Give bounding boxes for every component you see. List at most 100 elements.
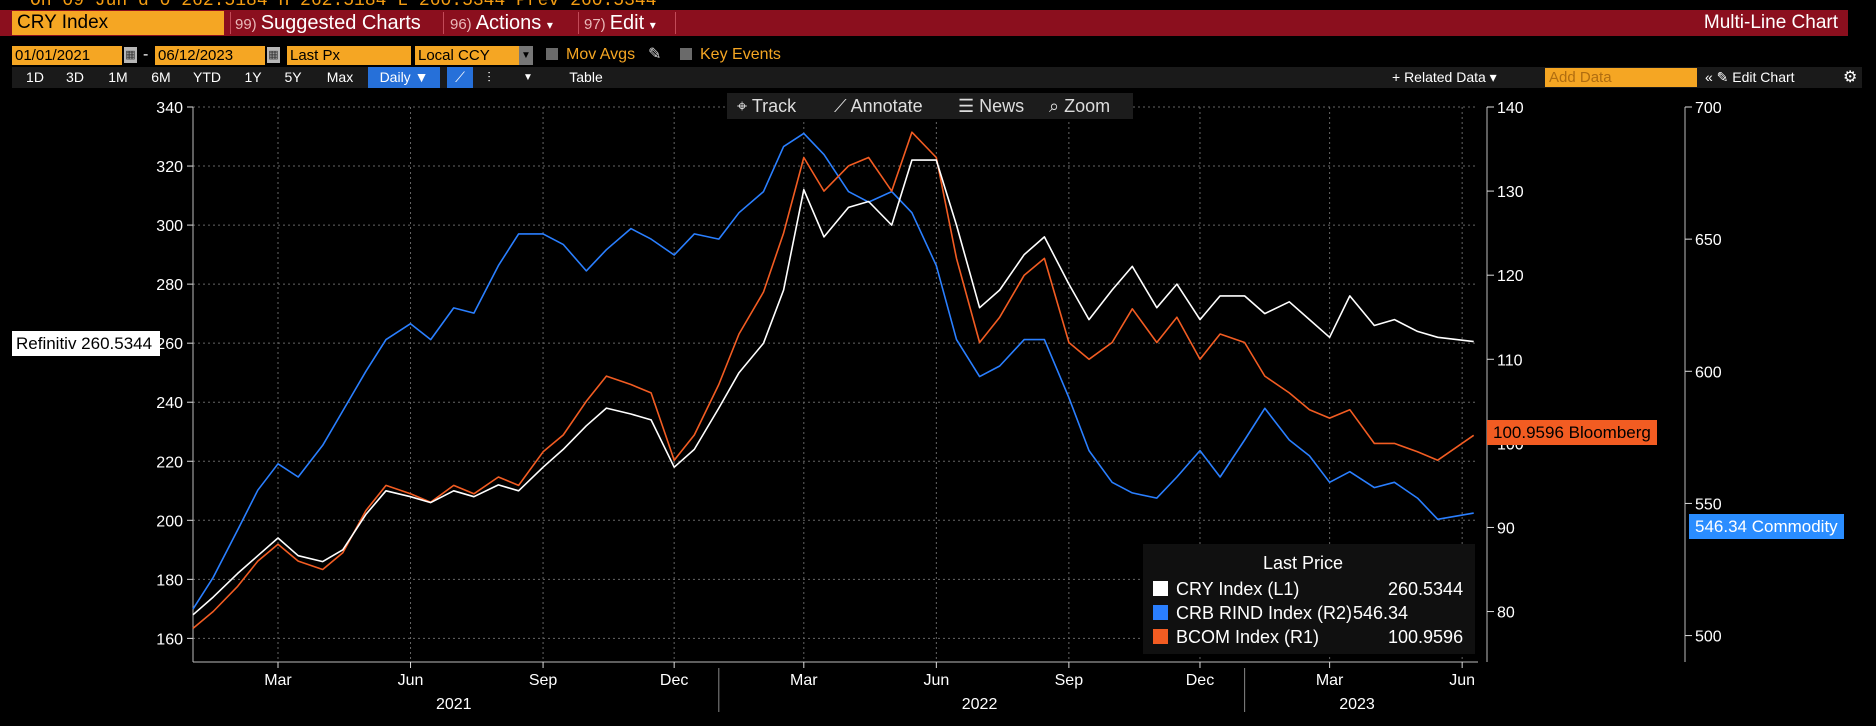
left-tick-label: 340 xyxy=(156,100,183,117)
price-field-select[interactable]: Last Px xyxy=(287,46,411,65)
pencil-icon[interactable]: ✎ xyxy=(648,46,662,63)
track-tool[interactable]: ⌖ Track xyxy=(737,93,796,119)
axes: 1601802002202402602803003203408090100110… xyxy=(156,100,1722,713)
add-data-input[interactable]: Add Data xyxy=(1545,68,1697,87)
timeframe-5y[interactable]: 5Y xyxy=(284,69,302,85)
x-month-label: Sep xyxy=(1055,672,1084,689)
x-year-label: 2021 xyxy=(436,696,472,713)
bar-chart-icon[interactable]: ⫶ xyxy=(487,69,491,85)
line-chart-icon[interactable]: ⟋ xyxy=(447,67,473,88)
x-year-label: 2022 xyxy=(962,696,998,713)
left-tick-label: 320 xyxy=(156,159,183,176)
caret-down-icon: ▾ xyxy=(649,18,656,32)
range-separator: - xyxy=(143,46,149,63)
edit-chart-button[interactable]: « ✎ Edit Chart xyxy=(1705,69,1795,85)
calendar-icon[interactable]: ▦ xyxy=(267,47,280,63)
timeframe-1m[interactable]: 1M xyxy=(108,69,128,85)
actions-menu[interactable]: 96) Actions ▾ xyxy=(450,11,553,35)
bloomberg-last-tag: 100.9596 Bloomberg xyxy=(1487,420,1657,445)
timeframe-1d[interactable]: 1D xyxy=(26,69,44,85)
frequency-select[interactable]: Daily ▼ xyxy=(368,67,440,88)
x-month-label: Jun xyxy=(398,672,424,689)
legend-value: 260.5344 xyxy=(1388,579,1464,599)
legend-row-crb[interactable]: CRB RIND Index (R2) 546.34 xyxy=(1153,602,1408,624)
legend-name: BCOM Index (R1) xyxy=(1176,627,1320,647)
chevron-down-icon[interactable]: ▼ xyxy=(519,46,533,65)
title-bar xyxy=(0,10,1848,36)
news-tool[interactable]: ☰ News xyxy=(958,93,1024,119)
right1-tick-label: 140 xyxy=(1497,100,1524,117)
track-label: Track xyxy=(751,96,797,116)
mov-avgs-checkbox[interactable] xyxy=(546,48,558,60)
chart-toolbar xyxy=(12,67,1862,88)
menu-separator xyxy=(230,12,231,34)
legend-row-bcom[interactable]: BCOM Index (R1) 100.9596 xyxy=(1153,626,1463,648)
menu-separator xyxy=(578,12,579,34)
x-month-label: Mar xyxy=(264,672,292,689)
suggested-charts-button[interactable]: 99) Suggested Charts xyxy=(235,11,421,35)
chart-type-title: Multi-Line Chart xyxy=(1703,12,1838,33)
caret-down-icon: ▾ xyxy=(546,18,553,32)
crosshair-icon: ⌖ xyxy=(737,96,748,116)
series-line-right2 xyxy=(192,132,1474,610)
right1-tick-label: 90 xyxy=(1497,520,1515,537)
end-date-field[interactable]: 06/12/2023 xyxy=(155,46,265,65)
annotate-label: Annotate xyxy=(850,96,923,116)
legend-swatch xyxy=(1153,581,1168,596)
legend-name: CRY Index (L1) xyxy=(1176,579,1300,599)
left-tick-label: 220 xyxy=(156,454,183,471)
key-events-checkbox[interactable] xyxy=(680,48,692,60)
zoom-label: Zoom xyxy=(1064,96,1111,116)
left-tick-label: 200 xyxy=(156,513,183,530)
right1-tick-label: 120 xyxy=(1497,268,1524,285)
menu-separator xyxy=(443,12,444,34)
legend-swatch xyxy=(1153,605,1168,620)
x-year-label: 2023 xyxy=(1339,696,1375,713)
legend[interactable] xyxy=(1143,544,1475,654)
add-data-placeholder: Add Data xyxy=(1549,69,1612,86)
x-month-label: Dec xyxy=(660,672,688,689)
timeframe-3d[interactable]: 3D xyxy=(66,69,84,85)
x-month-label: Mar xyxy=(790,672,818,689)
magnifier-icon: ⌕ xyxy=(1049,96,1060,116)
menu-label: Actions xyxy=(475,12,542,34)
news-label: News xyxy=(979,96,1025,116)
legend-row-cry[interactable]: CRY Index (L1) 260.5344 xyxy=(1153,578,1463,600)
left-tick-label: 260 xyxy=(156,336,183,353)
x-month-label: Dec xyxy=(1186,672,1214,689)
menu-num: 96) xyxy=(450,16,472,33)
ticker-strip-text: On 09 Jun d 0 262.5184 H 262.5184 L 260.… xyxy=(30,0,657,8)
right1-tick-label: 130 xyxy=(1497,184,1524,201)
legend-value: 100.9596 xyxy=(1388,627,1464,647)
commodity-last-tag: 546.34 Commodity xyxy=(1689,514,1844,539)
right1-tick-label: 80 xyxy=(1497,605,1515,622)
start-date-field[interactable]: 01/01/2021 xyxy=(12,46,122,65)
right1-tick-label: 110 xyxy=(1497,352,1523,369)
chevron-down-icon[interactable]: ▼ xyxy=(523,72,533,83)
key-events-label[interactable]: Key Events xyxy=(700,46,781,63)
menu-separator xyxy=(675,12,676,34)
mov-avgs-label[interactable]: Mov Avgs xyxy=(566,46,636,63)
edit-menu[interactable]: 97) Edit ▾ xyxy=(584,11,656,35)
left-tick-label: 240 xyxy=(156,395,183,412)
legend-swatch xyxy=(1153,629,1168,644)
annotate-tool[interactable]: ⟋ Annotate xyxy=(834,93,923,119)
table-button[interactable]: Table xyxy=(569,69,603,85)
related-data-button[interactable]: + Related Data ▾ xyxy=(1392,69,1497,85)
timeframe-1y[interactable]: 1Y xyxy=(244,69,262,85)
series-layer xyxy=(192,131,1475,630)
zoom-tool[interactable]: ⌕ Zoom xyxy=(1049,93,1110,119)
timeframe-6m[interactable]: 6M xyxy=(151,69,171,85)
legend-title: Last Price xyxy=(1263,553,1344,573)
x-month-label: Jun xyxy=(923,672,949,689)
calendar-icon[interactable]: ▦ xyxy=(124,47,137,63)
menu-label: Suggested Charts xyxy=(260,12,421,34)
timeframe-max[interactable]: Max xyxy=(326,69,354,85)
currency-select[interactable]: Local CCY xyxy=(415,46,519,65)
security-field[interactable]: CRY Index xyxy=(12,11,224,35)
timeframe-ytd[interactable]: YTD xyxy=(193,69,221,85)
right2-tick-label: 600 xyxy=(1695,364,1722,381)
right2-tick-label: 650 xyxy=(1695,232,1722,249)
gear-icon[interactable]: ⚙ xyxy=(1843,69,1858,86)
